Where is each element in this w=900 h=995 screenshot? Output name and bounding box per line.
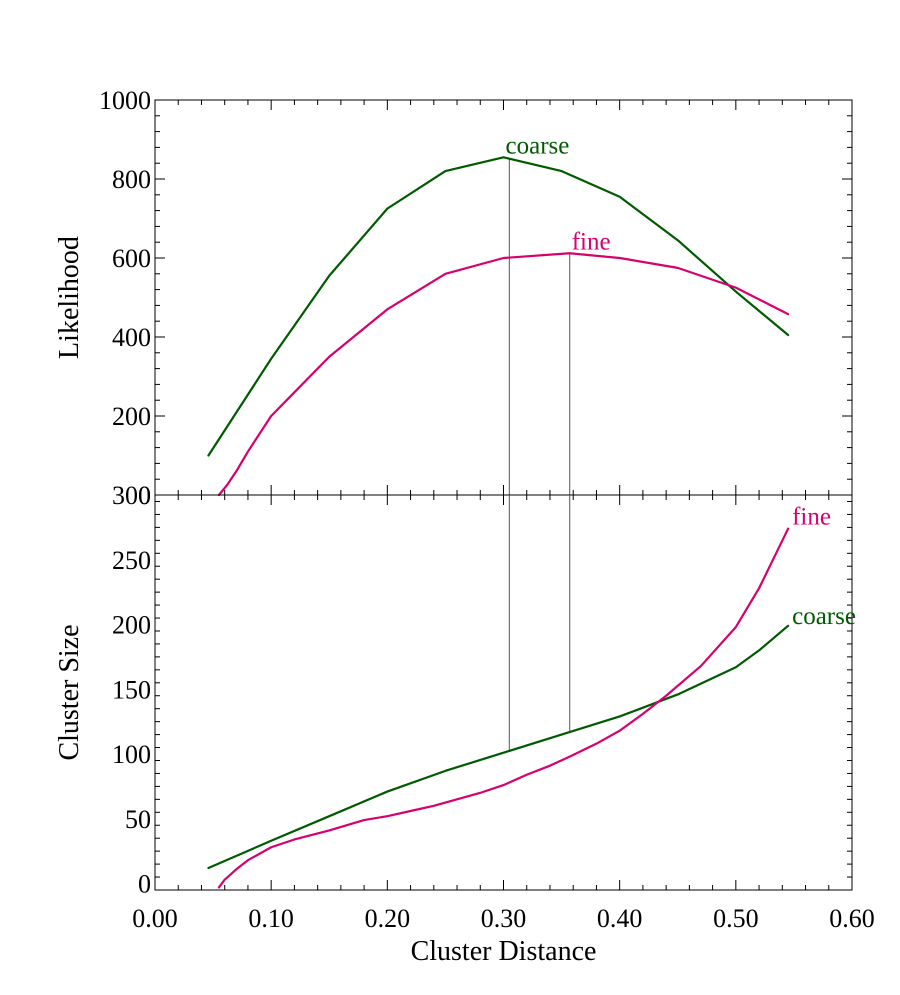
cluster-size-y-tick-label: 100 (112, 740, 151, 769)
cluster-size-y-tick-label: 0 (138, 870, 151, 899)
likelihood-series-fine (217, 252, 790, 497)
cluster-size-series-coarse (207, 624, 790, 870)
cluster-size-y-tick-label: 300 (112, 481, 151, 510)
likelihood-y-tick-label: 200 (112, 402, 151, 431)
x-tick-label: 0.10 (248, 904, 294, 933)
likelihood-series-label-coarse: coarse (506, 132, 570, 159)
cluster-size-series-label-coarse: coarse (792, 603, 856, 630)
likelihood-y-tick-label: 1000 (99, 86, 151, 115)
cluster-size-y-tick-label: 200 (112, 611, 151, 640)
x-tick-label: 0.60 (829, 904, 875, 933)
cluster-size-y-axis-label: Cluster Size (54, 624, 85, 760)
likelihood-y-tick-label: 0 (138, 481, 151, 510)
cluster-size-plot-frame (154, 494, 853, 891)
likelihood-series-label-fine: fine (572, 228, 611, 255)
x-axis-label: Cluster Distance (411, 936, 597, 967)
x-tick-label: 0.20 (365, 904, 411, 933)
cluster-size-y-tick-label: 50 (125, 805, 151, 834)
cluster-size-series-fine (217, 527, 790, 889)
likelihood-y-tick-label: 600 (112, 244, 151, 273)
x-tick-label: 0.40 (597, 904, 643, 933)
x-tick-label: 0.50 (713, 904, 759, 933)
x-tick-label: 0.00 (132, 904, 178, 933)
x-tick-label: 0.30 (481, 904, 527, 933)
likelihood-y-tick-label: 800 (112, 165, 151, 194)
cluster-size-panel: 0 50 100 150 200 250 300 0.00 0.10 0.20 0.30 0.40 0.… (54, 481, 875, 967)
likelihood-y-axis-label: Likelihood (54, 236, 85, 359)
cluster-size-y-tick-label: 250 (112, 546, 151, 575)
cluster-size-y-tick-label: 150 (112, 675, 151, 704)
cluster-size-series-label-fine: fine (792, 504, 831, 531)
likelihood-y-tick-label: 400 (112, 323, 151, 352)
likelihood-series-coarse (207, 156, 790, 457)
likelihood-panel: 0 200 400 600 800 1000 Likelihood coarse fine (54, 86, 853, 510)
